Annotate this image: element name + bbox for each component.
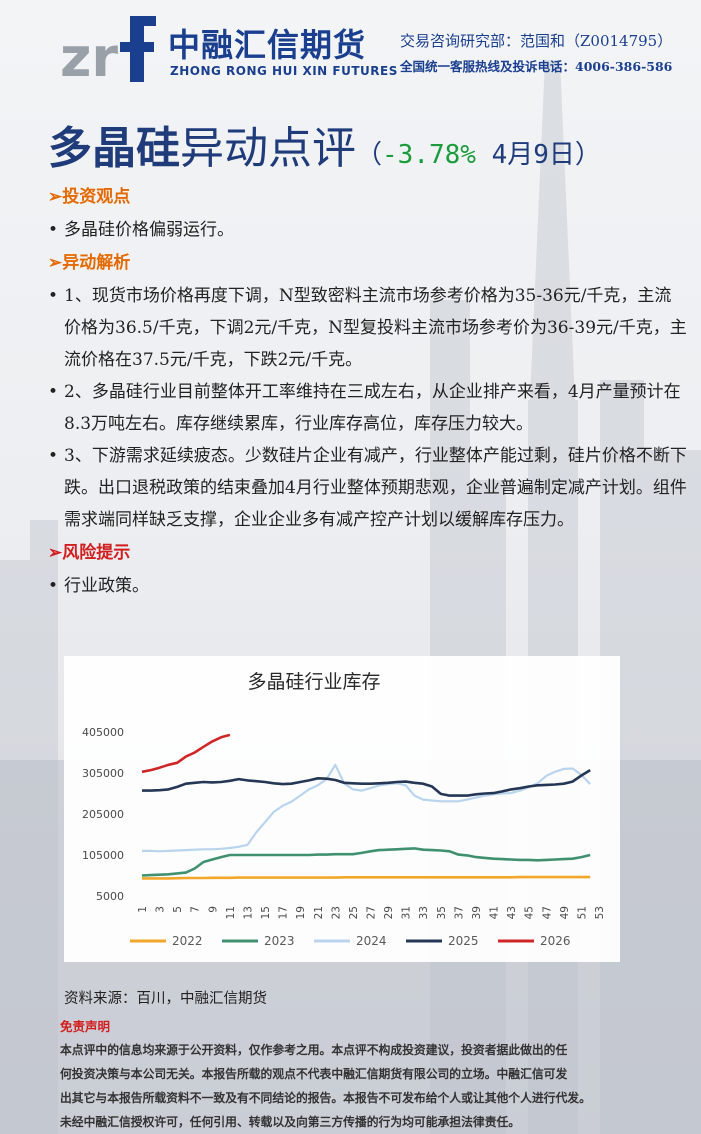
section-heading-risk: ➢风险提示 — [48, 543, 131, 563]
title-paren-close: ） — [574, 140, 601, 170]
risk-item: 行业政策。 — [48, 570, 688, 602]
disclaimer-line: 本点评中的信息均来源于公开资料，仅作参考之用。本点评不构成投资建议，投资者据此做… — [60, 1043, 568, 1057]
series-line-2023 — [141, 847, 591, 877]
legend-label-2023: 2023 — [264, 934, 295, 948]
legend-label-2024: 2024 — [356, 934, 387, 948]
title-subject: 异动点评 — [180, 123, 356, 174]
analyst-contact: 交易咨询研究部：范国和（Z0014795） — [400, 32, 673, 50]
page-title: 多晶硅异动点评（-3.78% 4月9日） — [48, 112, 601, 176]
series-line-2024 — [142, 763, 591, 853]
x-tick-label: 1 — [137, 906, 149, 913]
view-item: 多晶硅价格偏弱运行。 — [48, 214, 688, 246]
disclaimer-line: 何投资决策与本公司无关。本报告所载的观点不代表中融汇信期货有限公司的立场。中融汇… — [60, 1067, 568, 1081]
series-line-2025 — [142, 768, 591, 797]
x-tick-label: 31 — [401, 906, 413, 919]
report-body: ➢投资观点 多晶硅价格偏弱运行。 ➢异动解析 1、现货市场价格再度下调，N型致密… — [48, 180, 688, 602]
y-tick-label: 105000 — [82, 849, 124, 862]
title-paren-open: （ — [356, 140, 383, 170]
legend-label-2025: 2025 — [448, 934, 479, 948]
x-tick-label: 51 — [576, 906, 588, 919]
price-change-pct: -3.78% — [382, 140, 476, 170]
x-tick-label: 29 — [383, 906, 395, 919]
section-heading-analysis: ➢异动解析 — [48, 253, 131, 273]
chart-title: 多晶硅行业库存 — [247, 671, 380, 693]
analysis-item-2: 2、多晶硅行业目前整体开工率维持在三成左右，从企业排产来看，4月产量预计在8.3… — [48, 376, 688, 440]
x-tick-label: 41 — [489, 906, 501, 919]
disclaimer-title: 免责声明 — [60, 1019, 111, 1034]
y-tick-label: 205000 — [82, 808, 124, 821]
company-name-en: ZHONG RONG HUI XIN FUTURES — [170, 64, 398, 78]
x-tick-label: 43 — [506, 906, 518, 919]
legend-label-2022: 2022 — [172, 934, 203, 948]
x-tick-label: 3 — [155, 906, 167, 913]
company-name-cn: 中融汇信期货 — [168, 26, 367, 64]
data-source: 资料来源：百川，中融汇信期货 — [64, 991, 267, 1007]
analysis-item-1: 1、现货市场价格再度下调，N型致密料主流市场参考价格为35-36元/千克，主流价… — [48, 280, 688, 376]
x-tick-label: 45 — [524, 906, 536, 919]
x-tick-label: 15 — [260, 906, 272, 919]
x-tick-label: 19 — [295, 906, 307, 919]
x-tick-label: 11 — [225, 906, 237, 919]
x-tick-label: 21 — [313, 906, 325, 919]
x-tick-label: 35 — [436, 906, 448, 919]
x-tick-label: 39 — [471, 906, 483, 919]
section-heading-view: ➢投资观点 — [48, 187, 131, 207]
disclaimer-line: 出其它与本报告所载资料不一致及有不同结论的报告。本报告不可发布给个人或让其他个人… — [60, 1091, 591, 1105]
x-tick-label: 37 — [453, 906, 465, 919]
series-line-2026 — [141, 733, 231, 774]
x-tick-label: 27 — [366, 906, 378, 919]
x-tick-label: 49 — [559, 906, 571, 919]
x-tick-label: 47 — [541, 906, 553, 919]
disclaimer-line: 未经中融汇信授权许可，任何引用、转载以及向第三方传播的行为均可能承担法律责任。 — [60, 1115, 521, 1129]
x-tick-label: 9 — [207, 906, 219, 913]
svg-text:zr: zr — [60, 26, 118, 84]
page-header: zr 中融汇信期货 ZHONG RONG HUI XIN FUTURES 交易咨… — [0, 0, 701, 100]
analysis-item-3: 3、下游需求延续疲态。少数硅片企业有减产，行业整体产能过剩，硅片价格不断下跌。出… — [48, 440, 688, 536]
service-hotline: 全国统一客服热线及投诉电话：4006-386-586 — [400, 59, 673, 74]
x-tick-label: 25 — [348, 906, 360, 919]
x-tick-label: 23 — [330, 906, 342, 919]
x-tick-label: 17 — [278, 906, 290, 919]
zrhx-logo-icon: zr — [60, 16, 156, 84]
x-tick-label: 13 — [242, 906, 254, 919]
report-date: 4月9日 — [475, 140, 575, 170]
x-tick-label: 5 — [172, 906, 184, 913]
y-tick-label: 405000 — [82, 726, 124, 739]
x-tick-label: 33 — [418, 906, 430, 919]
y-tick-label: 5000 — [96, 890, 124, 903]
legend-label-2026: 2026 — [540, 934, 571, 948]
x-tick-label: 7 — [190, 906, 202, 913]
disclaimer-text: 本点评中的信息均来源于公开资料，仅作参考之用。本点评不构成投资建议，投资者据此做… — [60, 1038, 650, 1134]
series-line-2022 — [142, 875, 591, 880]
title-product: 多晶硅 — [48, 123, 180, 174]
x-tick-label: 53 — [594, 906, 606, 919]
y-tick-label: 305000 — [82, 767, 124, 780]
